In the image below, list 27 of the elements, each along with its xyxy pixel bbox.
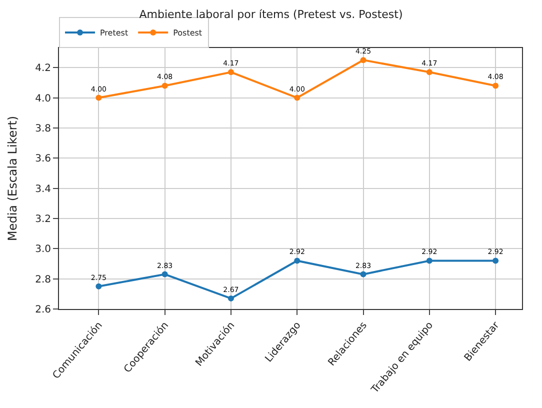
point [228,69,234,76]
y-tick-label: 3.4 [35,184,51,195]
point [96,94,102,101]
y-tick-label: 2.8 [35,274,51,286]
point [426,258,432,264]
y-tick-label: 4.0 [35,93,51,104]
point [360,271,366,278]
point [294,94,300,101]
y-tick-label: 4.2 [35,63,51,74]
y-tick-label: 3.0 [35,244,51,256]
y-axis-title: Media (Escala Likert) [5,116,20,242]
point [360,57,366,64]
point [294,258,300,264]
y-tick-label: 2.6 [35,304,51,316]
point [492,82,499,89]
point [162,271,168,278]
legend-label: Pretest [100,28,128,38]
y-tick-label: 3.8 [35,123,51,134]
y-tick-label: 3.6 [35,154,51,165]
legend-label: Postest [173,28,202,38]
point [162,82,168,89]
point [492,258,499,264]
chart-title: Ambiente laboral por ítems (Pretest vs. Postest) [139,8,403,21]
point [426,69,432,76]
y-tick-label: 3.2 [35,214,51,225]
point [96,283,102,290]
point [228,295,234,302]
